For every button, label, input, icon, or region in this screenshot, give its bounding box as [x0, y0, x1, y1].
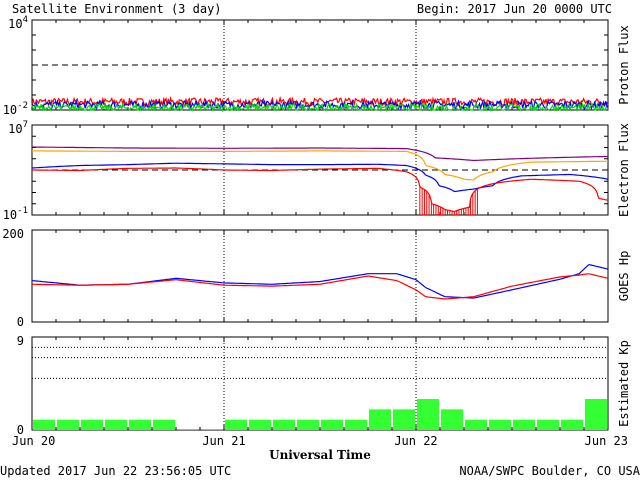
kp-bar [105, 419, 127, 430]
kp-bar [297, 419, 319, 430]
panel-frame [31, 19, 609, 111]
kp-bar [489, 419, 511, 430]
series-blue-line [31, 98, 609, 111]
series-blue-line [31, 162, 609, 193]
kp-bar [561, 419, 583, 430]
y-tick-exponent: 4 [23, 15, 28, 25]
series-red-line [32, 273, 609, 300]
series-orange-line [32, 150, 609, 181]
panel-hp: GOES Hp 200 0 [2, 227, 631, 329]
kp-bar [441, 409, 463, 430]
y-tick-exponent: -2 [17, 101, 28, 111]
kp-bar [513, 419, 535, 430]
chart-title: Satellite Environment (3 day) [12, 2, 222, 16]
series-purple-line [32, 146, 608, 162]
y-axis-label: Proton Flux [617, 25, 631, 104]
kp-bar [201, 429, 223, 430]
y-axis-label: GOES Hp [617, 251, 631, 302]
y-axis-label: Electron Flux [617, 123, 631, 217]
y-tick-exponent: -1 [17, 206, 28, 216]
x-axis-label: Universal Time [269, 448, 371, 462]
kp-bar [153, 419, 175, 430]
y-tick-label: 0 [17, 315, 24, 329]
kp-bar [177, 429, 199, 430]
x-tick-label: Jun 21 [202, 434, 245, 448]
panel-proton: Proton Flux 104 10-2 [3, 15, 631, 117]
kp-bar [393, 409, 415, 430]
begin-date: Begin: 2017 Jun 20 0000 UTC [417, 2, 612, 16]
panel-frame [31, 229, 609, 323]
y-tick-label: 10-2 [3, 101, 28, 117]
y-tick-label: 104 [8, 15, 28, 31]
kp-bar [345, 419, 367, 430]
kp-bar [33, 419, 55, 430]
kp-bar [273, 419, 295, 430]
kp-bar [225, 419, 247, 430]
kp-bar [369, 409, 391, 430]
kp-bar [537, 419, 559, 430]
y-tick-label: 0 [17, 423, 24, 437]
noaa-credit: NOAA/SWPC Boulder, CO USA [459, 464, 640, 478]
kp-bar [585, 399, 607, 430]
x-tick-label: Jun 22 [394, 434, 437, 448]
kp-bar [321, 419, 343, 430]
kp-bar [57, 419, 79, 430]
panel-frame [31, 336, 609, 431]
kp-bar [249, 419, 271, 430]
kp-bar [465, 419, 487, 430]
kp-bar [81, 419, 103, 430]
y-tick-label: 9 [17, 334, 24, 348]
kp-bar [129, 419, 151, 430]
updated-timestamp: Updated 2017 Jun 22 23:56:05 UTC [0, 464, 231, 478]
y-tick-label: 10-1 [3, 206, 28, 222]
y-tick-label: 200 [2, 227, 24, 241]
x-tick-label: Jun 20 [12, 434, 55, 448]
y-tick-exponent: 7 [23, 120, 28, 130]
y-tick-label: 107 [8, 120, 28, 136]
y-axis-label: Estimated Kp [617, 340, 631, 427]
kp-bar [417, 399, 439, 430]
series-green-line [31, 101, 609, 113]
x-tick-label: Jun 23 [585, 434, 628, 448]
series-red-line [32, 167, 609, 213]
panel-frame [31, 124, 609, 216]
panel-kp: Estimated Kp 9 0 [17, 334, 631, 437]
panel-electron: Electron Flux 107 10-1 [3, 120, 631, 222]
